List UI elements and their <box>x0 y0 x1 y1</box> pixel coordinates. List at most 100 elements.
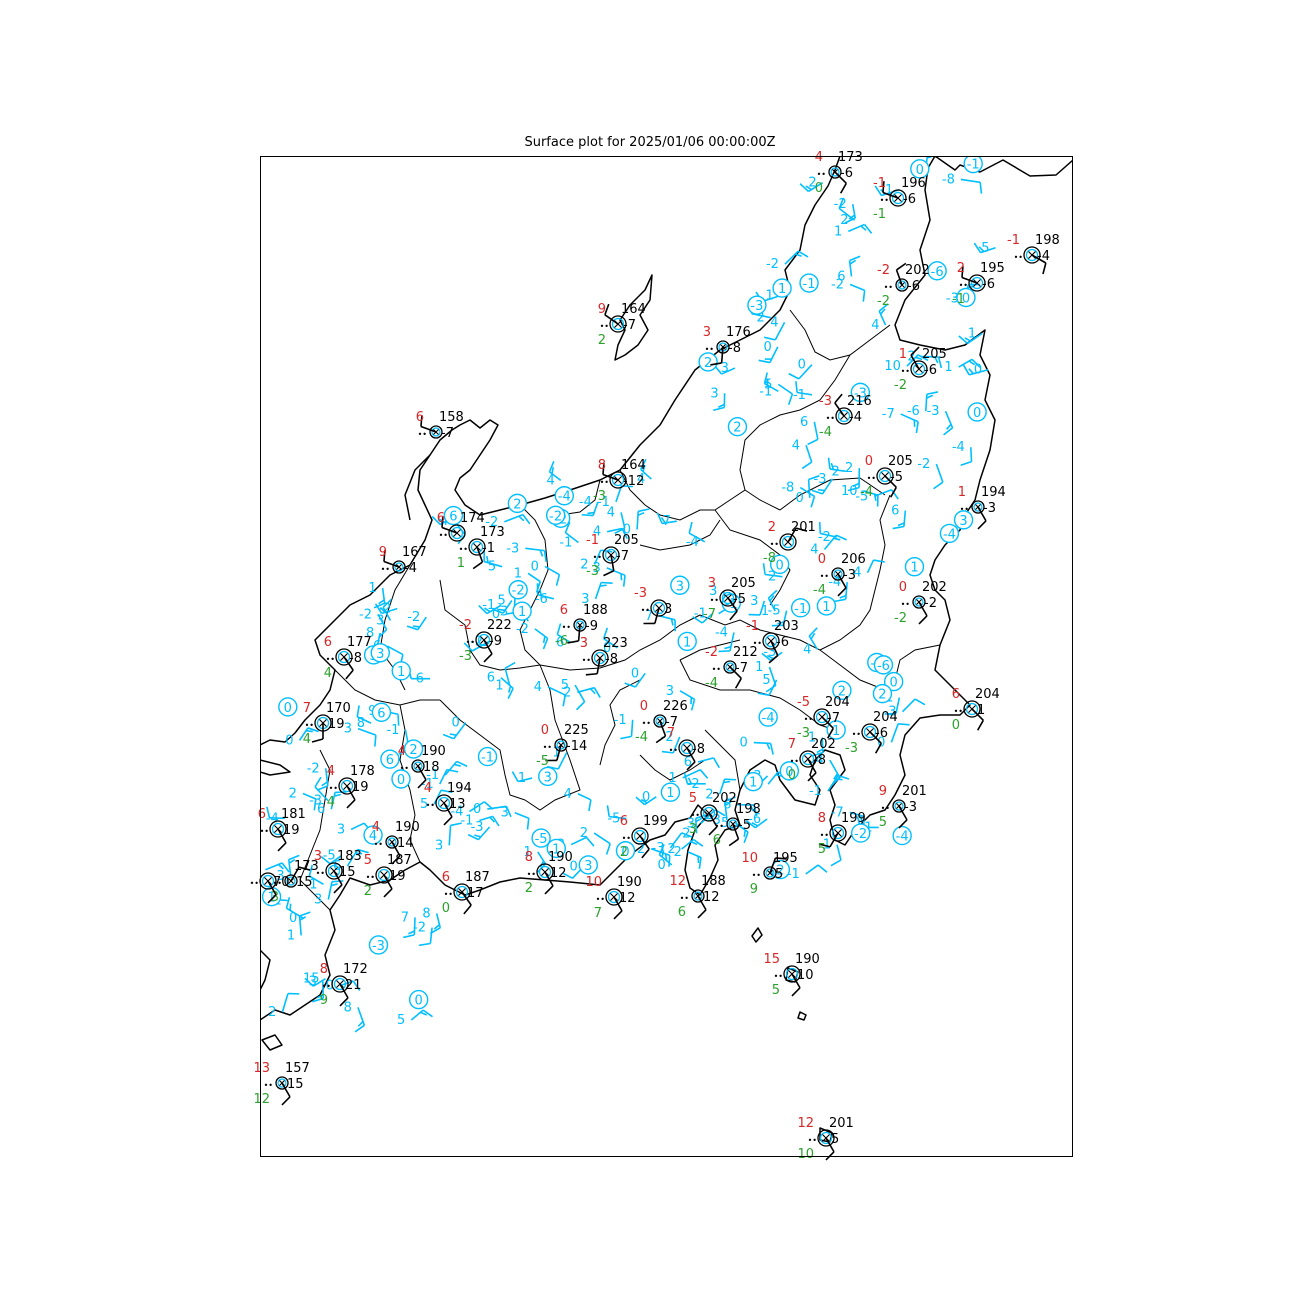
pressure-label: 190 <box>617 875 642 890</box>
dense-observation: -3 <box>309 776 329 809</box>
pressure-label: 170 <box>326 701 351 716</box>
dense-observation: -1 <box>478 598 502 615</box>
pressure-label: 173 <box>294 859 319 874</box>
sky-cover-label: 2 <box>409 743 417 758</box>
dense-observation: 0 <box>962 363 989 378</box>
temperature-label: 1 <box>823 838 831 853</box>
weather-dots-icon: •• <box>752 871 761 880</box>
pressure-label: 176 <box>726 325 751 340</box>
dense-observation: 1 <box>808 730 824 757</box>
wind-barb <box>594 581 613 600</box>
sky-cover-icon <box>604 548 618 562</box>
station-model: 9 167-4 •• <box>379 545 427 576</box>
dense-observation: -2 <box>683 772 706 792</box>
sky-cover-icon <box>340 779 354 793</box>
sky-cover-icon <box>693 891 703 901</box>
weather-dots-icon: •• <box>622 834 631 843</box>
dense-observation: 6 <box>487 671 514 699</box>
temperature-label: -1 <box>873 176 886 191</box>
dense-observation: -3 <box>304 974 324 1003</box>
wind-barb <box>906 354 929 367</box>
pressure-label: 190 <box>795 952 820 967</box>
station-model: 6 158-7 •• <box>416 410 464 441</box>
dense-observation: 15 <box>303 972 326 987</box>
temperature-label: 0 <box>623 522 631 537</box>
temperature-label: 0 <box>899 580 907 595</box>
pressure-label: 204 <box>975 687 1000 702</box>
wind-barb <box>977 506 987 530</box>
station-model: 4 0 173-6 •• <box>815 150 863 196</box>
wind-barb <box>878 303 889 326</box>
wind-barb <box>478 604 502 615</box>
sky-cover-icon <box>725 662 735 672</box>
temperature-label: 4 <box>853 566 861 581</box>
temperature-label: 2 <box>289 787 297 802</box>
sky-cover-icon <box>403 739 424 759</box>
dewpoint-label: -8 <box>763 551 776 566</box>
pressure-label: 205 <box>731 576 756 591</box>
sky-cover-icon <box>286 876 296 886</box>
pressure-label: 202 <box>922 580 947 595</box>
dense-observation: -3 <box>927 404 954 436</box>
sky-cover-icon <box>538 865 552 879</box>
sky-cover-icon <box>747 295 767 315</box>
temperature-label: 0 <box>640 699 648 714</box>
pressure-change-label: -9 <box>585 619 598 634</box>
sky-cover-icon <box>826 720 846 740</box>
temperature-label: 4 <box>607 505 615 520</box>
pressure-label: 188 <box>583 603 608 618</box>
pressure-change-label: -5 <box>733 592 746 607</box>
dewpoint-label: 2 <box>598 333 606 348</box>
wind-barb <box>635 796 657 806</box>
wind-barb <box>769 857 787 874</box>
wind-barb <box>443 802 453 826</box>
temperature-label: -5 <box>323 848 336 863</box>
wind-barb <box>525 547 547 563</box>
temperature-label: 4 <box>440 514 448 529</box>
dense-observation: -6 <box>907 391 939 419</box>
temperature-label: -7 <box>882 407 895 422</box>
sky-circle: -2 <box>545 505 566 525</box>
sky-cover-label: 1 <box>683 635 691 650</box>
temperature-label: 2 <box>580 557 588 572</box>
station-circle <box>554 738 568 752</box>
sky-cover-label: 0 <box>284 701 292 716</box>
pressure-label: 201 <box>791 520 816 535</box>
dewpoint-label: 9 <box>750 882 758 897</box>
sky-cover-label: -4 <box>558 490 571 505</box>
weather-dots-icon: •• <box>774 972 783 981</box>
temperature-label: 7 <box>303 701 311 716</box>
temperature-label: -1 <box>482 598 495 613</box>
sky-cover-icon <box>337 650 351 664</box>
dense-observation: -2 <box>516 622 549 650</box>
sky-circle: -4 <box>939 523 960 544</box>
pressure-label: 205 <box>922 347 947 362</box>
sky-cover-label: 1 <box>397 665 405 680</box>
sky-cover-icon <box>790 598 811 618</box>
dewpoint-label: -6 <box>555 634 568 649</box>
wind-barb <box>962 364 989 376</box>
sky-cover-label: 4 <box>369 829 377 844</box>
sky-cover-icon <box>368 935 389 955</box>
temperature-label: 1 <box>518 771 526 786</box>
pressure-change-label: -8 <box>349 651 362 666</box>
station-circle <box>861 723 879 741</box>
dense-observation: 1 <box>958 326 983 345</box>
dense-observation: 0 <box>326 979 361 994</box>
temperature-label: -5 <box>855 489 868 504</box>
dewpoint-label: 1 <box>457 556 465 571</box>
wind-barb <box>866 559 885 574</box>
sky-cover-icon <box>953 510 974 530</box>
dewpoint-label: 5 <box>818 842 826 857</box>
station-circle <box>723 660 737 674</box>
wind-barb <box>799 486 816 508</box>
pressure-change-label: -2 <box>924 596 937 611</box>
sky-cover-label: -5 <box>535 832 548 847</box>
dense-observation: 2 <box>268 992 300 1020</box>
station-model: -3 3 •• <box>634 586 672 625</box>
temperature-label: 2 <box>845 461 853 476</box>
sky-cover-icon <box>377 868 391 882</box>
